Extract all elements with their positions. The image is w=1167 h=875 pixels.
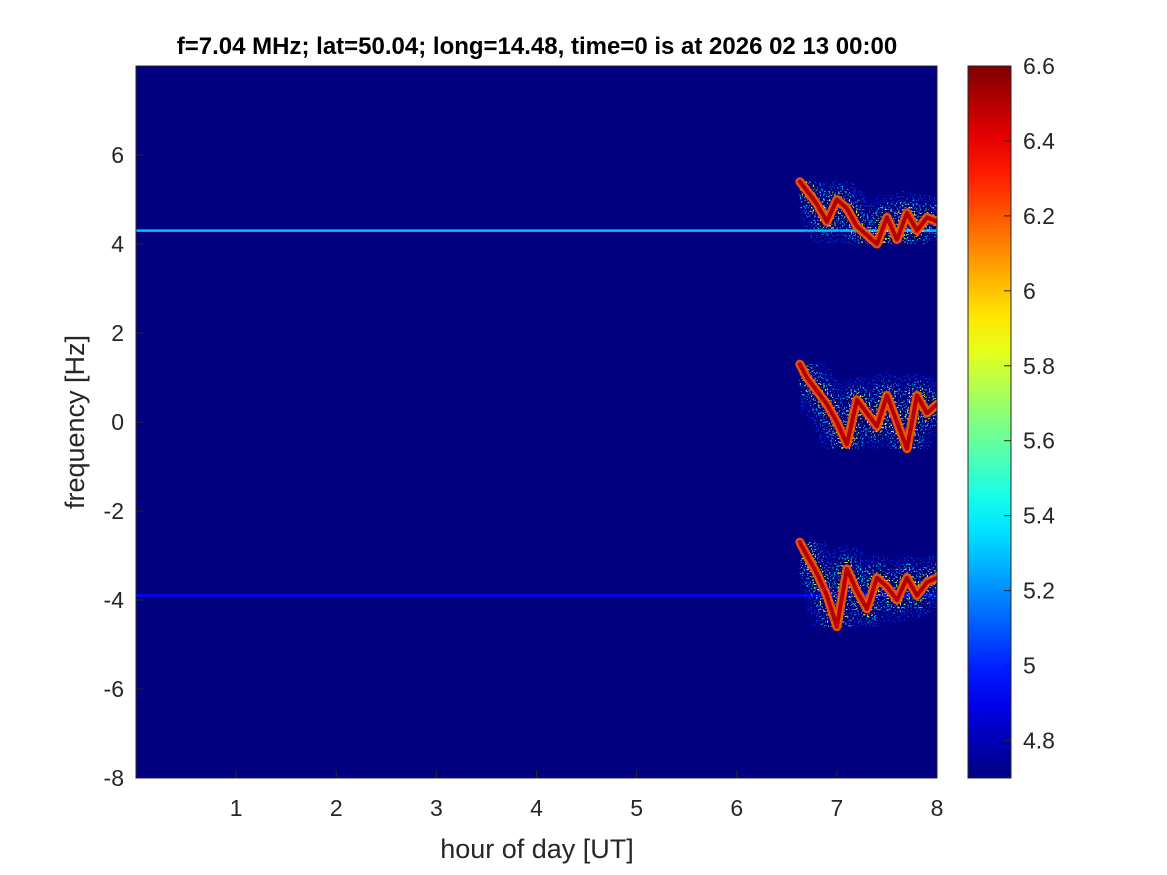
doppler-trace-band: [797, 362, 937, 451]
x-tick-label: 3: [430, 795, 443, 821]
y-axis: -8 -6 -4 -2 0 2 4 6: [104, 142, 144, 791]
y-tick-label: -6: [104, 676, 124, 702]
x-axis-label: hour of day [UT]: [440, 834, 634, 864]
colorbar-tick-label: 6.6: [1023, 53, 1055, 79]
y-tick-label: 2: [111, 320, 124, 346]
x-tick-label: 1: [230, 795, 243, 821]
colorbar-tick-label: 5.2: [1023, 578, 1055, 604]
spectrogram-features: [136, 158, 937, 650]
x-tick-label: 2: [330, 795, 343, 821]
x-tick-label: 7: [830, 795, 843, 821]
colorbar-tick-label: 5: [1023, 653, 1036, 679]
doppler-trace: [776, 341, 937, 472]
x-tick-label: 5: [630, 795, 643, 821]
colorbar-tick-label: 4.8: [1023, 728, 1055, 754]
x-tick-label: 4: [530, 795, 543, 821]
colorbar-ticks: 4.8 5 5.2 5.4 5.6 5.8 6 6.2 6.4 6.6: [1004, 53, 1055, 754]
x-axis: 1 2 3 4 5 6 7 8: [230, 770, 944, 821]
colorbar-tick-label: 6.2: [1023, 203, 1055, 229]
colorbar-tick-label: 5.6: [1023, 428, 1055, 454]
colorbar-tick-label: 6: [1023, 278, 1036, 304]
y-tick-label: -2: [104, 498, 124, 524]
doppler-trace: [776, 158, 937, 267]
y-tick-label: 6: [111, 142, 124, 168]
colorbar-tick-label: 5.4: [1023, 503, 1055, 529]
colorbar-tick-label: 6.4: [1023, 128, 1055, 154]
colorbar-tick-label: 5.8: [1023, 353, 1055, 379]
y-axis-label: frequency [Hz]: [60, 335, 90, 509]
doppler-trace: [776, 519, 937, 650]
y-tick-label: 0: [111, 409, 124, 435]
y-tick-label: 4: [111, 231, 124, 257]
x-tick-label: 8: [931, 795, 944, 821]
x-tick-label: 6: [730, 795, 743, 821]
doppler-trace-band: [797, 179, 937, 246]
colorbar: [967, 65, 1012, 779]
y-tick-label: -4: [104, 587, 125, 613]
y-tick-label: -8: [104, 765, 124, 791]
doppler-trace-band: [797, 540, 937, 629]
chart-title: f=7.04 MHz; lat=50.04; long=14.48, time=…: [177, 33, 897, 60]
